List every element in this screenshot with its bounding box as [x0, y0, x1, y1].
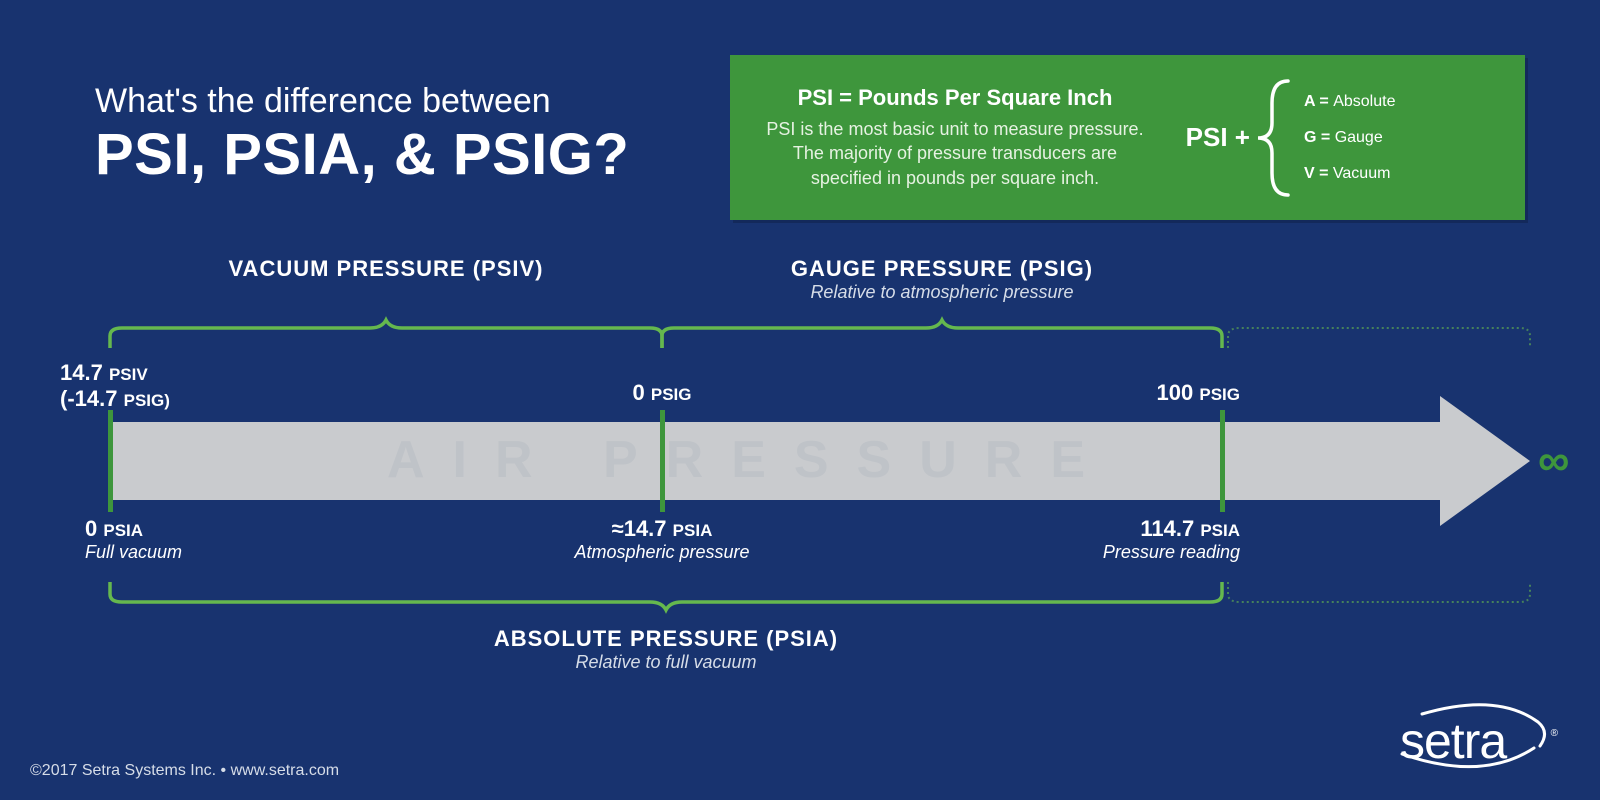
- section-absolute: ABSOLUTE PRESSURE (PSIA) Relative to ful…: [110, 626, 1222, 673]
- tick-line-2: [660, 410, 665, 512]
- logo: setra ®: [1362, 698, 1562, 778]
- section-absolute-label: ABSOLUTE PRESSURE (PSIA): [110, 626, 1222, 652]
- footer-text: ©2017 Setra Systems Inc. • www.setra.com: [30, 762, 339, 780]
- tick-line-1: [108, 410, 113, 512]
- pressure-arrow: [0, 0, 1600, 800]
- bottom-brace: [0, 578, 1600, 618]
- bottom-tick-3: 114.7 PSIA Pressure reading: [1020, 516, 1240, 563]
- arrow-text: AIR PRESSURE: [110, 430, 1390, 490]
- logo-text: setra: [1400, 712, 1506, 770]
- section-absolute-sub: Relative to full vacuum: [110, 652, 1222, 673]
- bottom-tick-2: ≈14.7 PSIA Atmospheric pressure: [540, 516, 784, 563]
- infinity-icon: ∞: [1538, 436, 1569, 486]
- bottom-tick-1: 0 PSIA Full vacuum: [85, 516, 325, 563]
- registered-mark: ®: [1551, 728, 1558, 739]
- tick-line-3: [1220, 410, 1225, 512]
